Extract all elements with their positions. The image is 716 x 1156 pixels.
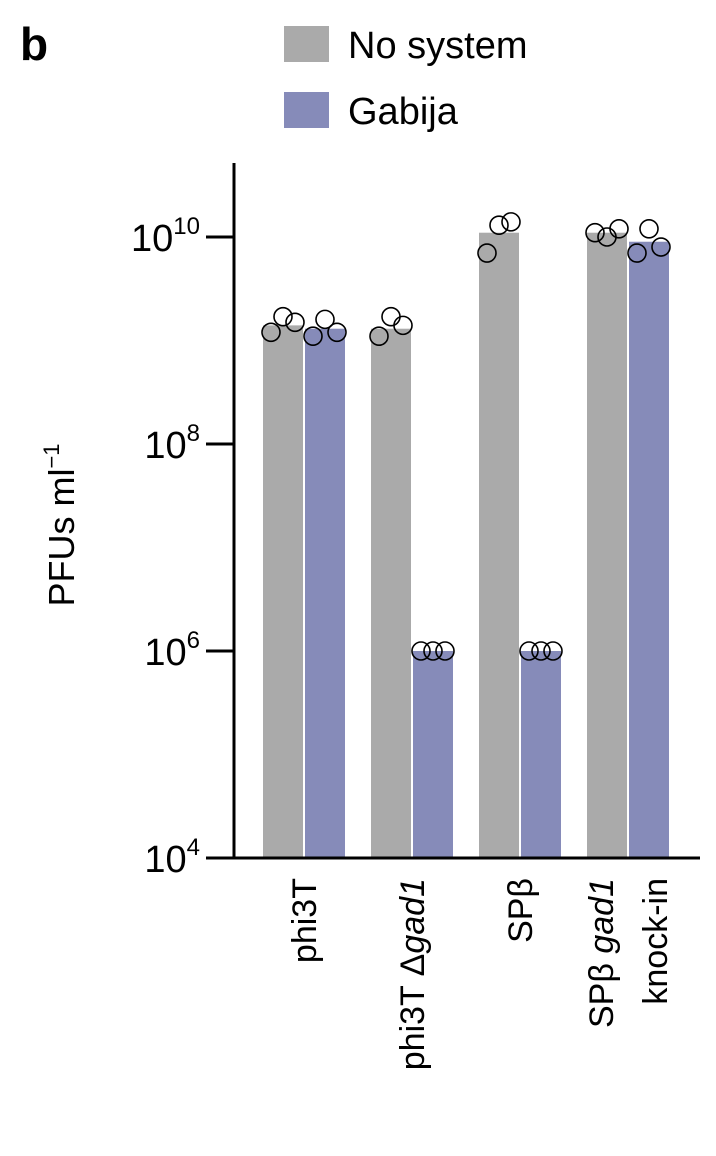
y-tick-label-0: 104 <box>144 834 200 881</box>
bar-1-1 <box>413 651 453 858</box>
point-0-3-2 <box>609 219 629 239</box>
point-1-3-2 <box>651 237 671 257</box>
axes: 104 106 108 1010 <box>131 163 700 881</box>
category-label-0-0: phi3T <box>286 878 324 963</box>
point-0-1-0 <box>369 326 389 347</box>
y-tick-label-2: 108 <box>144 420 200 467</box>
category-label-3-0: SPβ gad1 <box>583 878 621 1028</box>
legend: No system Gabija <box>284 25 527 133</box>
point-0-0-2 <box>285 312 305 333</box>
point-1-0-0 <box>303 326 323 347</box>
point-1-1-0 <box>411 641 431 661</box>
category-labels: phi3T phi3T Δgad1 SPβ SPβ gad1 knock-in <box>286 878 675 1070</box>
point-1-2-2 <box>543 641 563 661</box>
bar-0-2 <box>479 232 519 859</box>
point-1-1-1 <box>423 641 443 661</box>
point-0-0-0 <box>261 322 281 343</box>
y-tick-label-3: 1010 <box>131 213 200 260</box>
bar-0-3 <box>587 232 627 859</box>
y-axis-title: PFUs ml−1 <box>39 443 82 606</box>
y-tick-label-1: 106 <box>144 627 200 674</box>
category-label-1-0: phi3T Δgad1 <box>394 878 432 1070</box>
legend-swatch-1 <box>284 92 329 128</box>
point-0-1-1 <box>381 306 401 327</box>
bar-1-0 <box>305 328 345 858</box>
category-label-3-1: knock-in <box>637 878 675 1005</box>
y-axis-label: PFUs ml−1 <box>39 443 82 606</box>
point-1-3-0 <box>627 243 647 263</box>
panel-letter: b <box>20 18 48 70</box>
point-0-2-1 <box>489 215 509 236</box>
point-1-2-1 <box>531 641 551 661</box>
legend-swatch-0 <box>284 26 329 62</box>
point-0-1-2 <box>393 315 413 336</box>
legend-label-0: No system <box>348 25 527 67</box>
legend-label-1: Gabija <box>348 91 459 133</box>
bars <box>263 232 669 859</box>
data-points <box>261 212 671 661</box>
point-0-0-1 <box>273 306 293 327</box>
point-0-2-2 <box>501 212 521 232</box>
bar-0-0 <box>263 325 303 859</box>
point-0-3-0 <box>585 222 605 243</box>
point-1-3-1 <box>639 219 659 239</box>
category-label-2-0: SPβ <box>502 878 540 943</box>
bar-0-1 <box>371 328 411 858</box>
bar-1-3 <box>629 241 669 858</box>
point-1-2-0 <box>519 641 539 661</box>
point-1-1-2 <box>435 641 455 661</box>
bar-1-2 <box>521 651 561 858</box>
point-0-2-0 <box>477 243 497 263</box>
point-1-0-2 <box>327 322 347 343</box>
point-1-0-1 <box>315 309 335 330</box>
